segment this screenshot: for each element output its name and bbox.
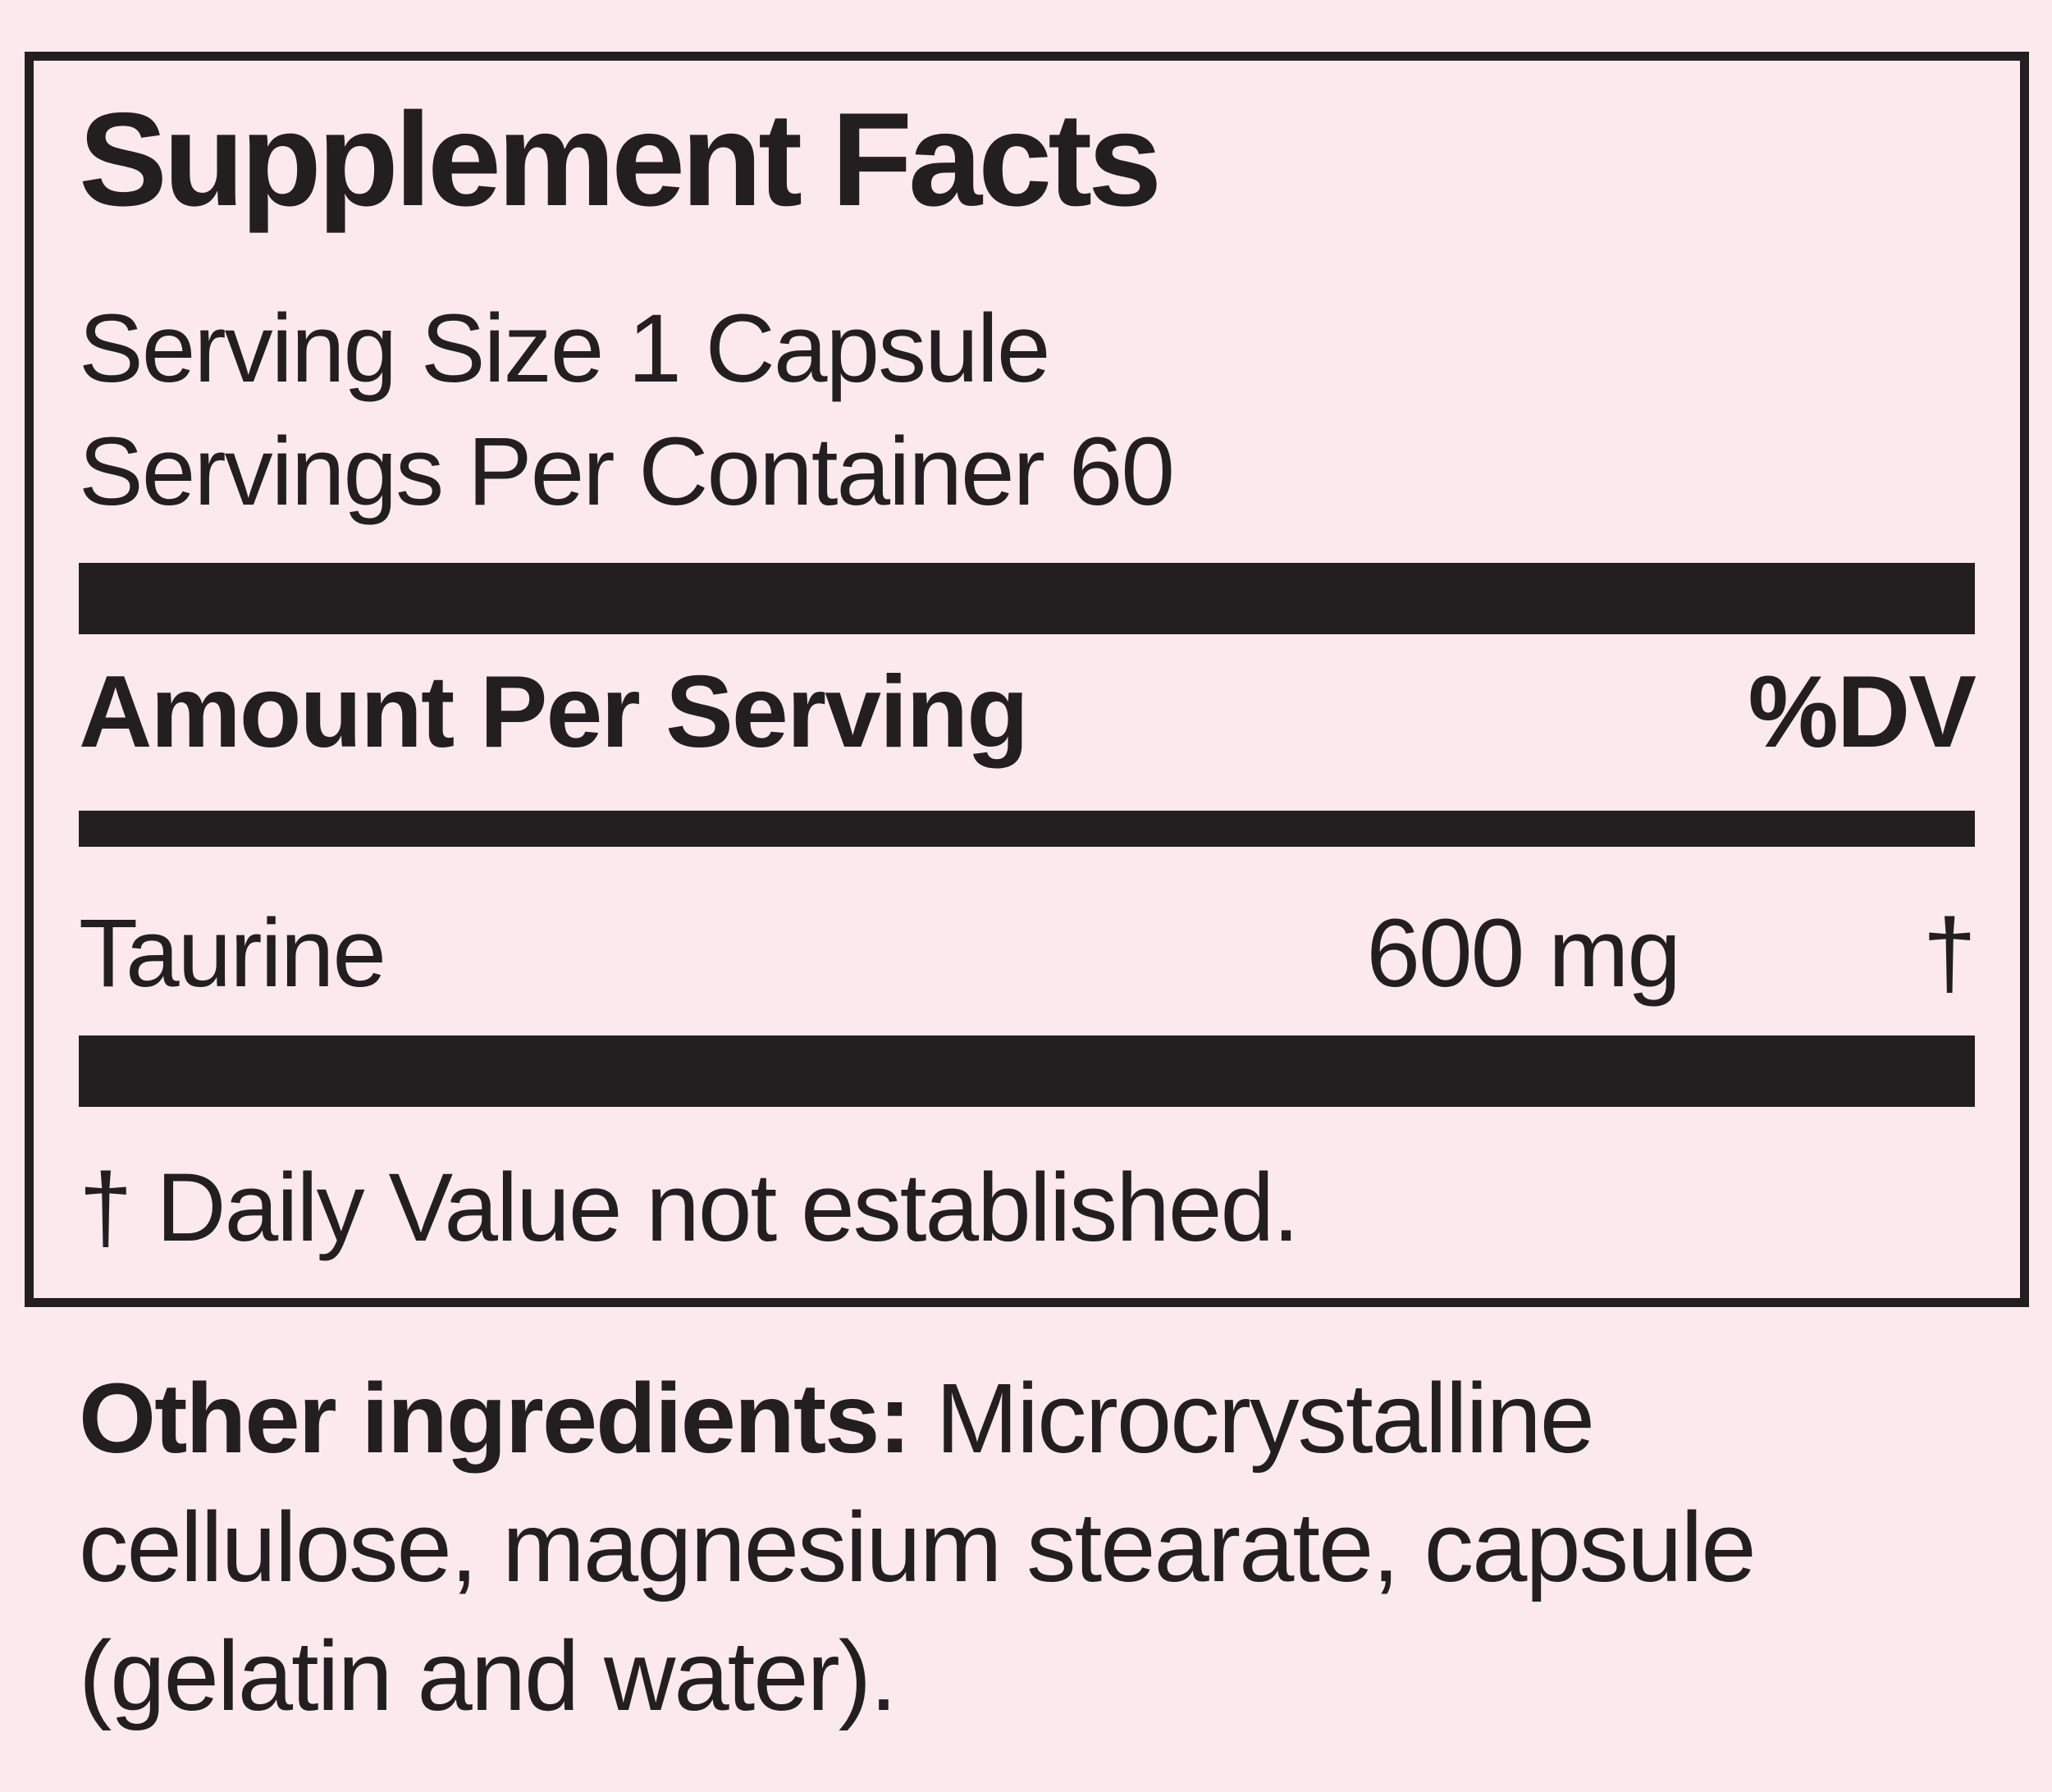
amount-per-serving-header: Amount Per Serving xyxy=(79,656,1029,769)
ingredient-amount: 600 mg xyxy=(1366,899,1681,1008)
thin-divider xyxy=(79,811,1975,847)
serving-size: Serving Size 1 Capsule xyxy=(79,295,1051,403)
other-ingredients-line-3: (gelatin and water). xyxy=(79,1620,898,1731)
ingredient-row: Taurine 600 mg † xyxy=(79,847,1977,1035)
other-ingredients-label: Other ingredients: xyxy=(79,1362,912,1474)
supplement-facts-panel: Supplement Facts Serving Size 1 Capsule … xyxy=(25,52,2029,1307)
column-header-row: Amount Per Serving %DV xyxy=(79,634,1977,811)
ingredient-name: Taurine xyxy=(79,899,386,1008)
serving-info: Serving Size 1 Capsule Servings Per Cont… xyxy=(79,287,1975,533)
thick-divider-bottom xyxy=(79,1035,1975,1107)
other-ingredients-line-1: Other ingredients: Microcrystalline xyxy=(79,1354,2007,1483)
ingredient-dv-dagger: † xyxy=(1922,899,1977,1008)
other-ingredients-line-2: cellulose, magnesium stearate, capsule xyxy=(79,1491,1757,1602)
other-ingredients-section: Other ingredients: Microcrystalline cell… xyxy=(79,1354,2007,1740)
thick-divider-top xyxy=(79,563,1975,634)
servings-per-container: Servings Per Container 60 xyxy=(79,418,1175,526)
panel-title: Supplement Facts xyxy=(79,85,1162,234)
other-ingredients-text-1: Microcrystalline xyxy=(935,1362,1595,1474)
percent-dv-header: %DV xyxy=(1748,656,1977,769)
daily-value-footnote: † Daily Value not established. xyxy=(79,1154,1300,1262)
